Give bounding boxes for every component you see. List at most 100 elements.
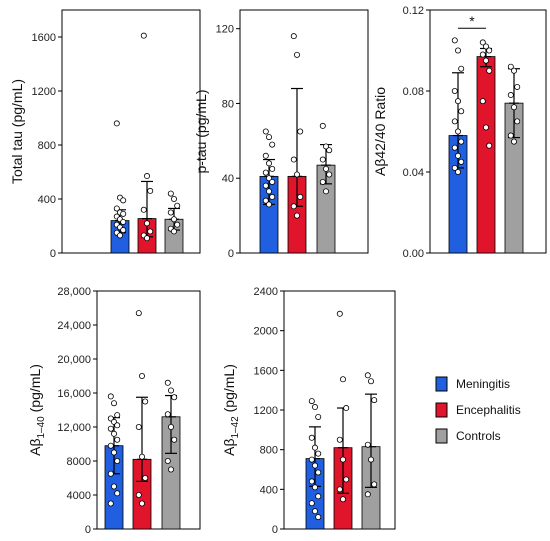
- data-point: [111, 483, 118, 490]
- data-point: [308, 456, 315, 463]
- data-point: [142, 474, 149, 481]
- data-point: [147, 228, 154, 235]
- legend-swatch-encephalitis: [435, 402, 448, 418]
- data-point: [311, 484, 318, 491]
- y-tick-label: 20,000: [57, 354, 91, 366]
- data-point: [147, 187, 154, 194]
- data-point: [507, 132, 514, 139]
- data-point: [454, 98, 461, 105]
- data-point: [174, 202, 181, 209]
- data-point: [451, 118, 458, 125]
- data-point: [458, 138, 465, 145]
- data-point: [308, 500, 315, 507]
- data-point: [265, 175, 272, 182]
- data-point: [265, 134, 272, 141]
- data-point: [308, 478, 315, 485]
- data-point: [451, 164, 458, 171]
- data-point: [167, 387, 174, 394]
- y-axis-label: Aβ42/40 Ratio: [372, 87, 388, 176]
- data-point: [339, 496, 346, 503]
- data-point: [143, 173, 150, 180]
- data-point: [143, 220, 150, 227]
- data-point: [311, 444, 318, 451]
- data-point: [269, 193, 276, 200]
- data-point: [311, 462, 318, 469]
- legend: Meningitis Encephalitis Controls: [435, 376, 521, 444]
- data-point: [111, 449, 118, 456]
- data-point: [486, 47, 493, 54]
- data-point: [479, 98, 486, 105]
- data-point: [486, 142, 493, 149]
- y-tick-label: 0: [228, 248, 234, 260]
- data-point: [113, 205, 120, 212]
- data-point: [293, 212, 300, 219]
- data-point: [114, 436, 121, 443]
- data-point: [486, 67, 493, 74]
- data-point: [111, 430, 118, 437]
- data-point: [339, 376, 346, 383]
- data-point: [120, 197, 127, 204]
- data-point: [319, 178, 326, 185]
- data-point: [107, 442, 114, 449]
- data-point: [343, 476, 350, 483]
- data-point: [479, 51, 486, 58]
- data-point: [507, 92, 514, 99]
- data-point: [114, 412, 121, 419]
- y-tick-label: 28,000: [57, 286, 91, 298]
- data-point: [262, 152, 269, 159]
- data-point: [290, 33, 297, 40]
- data-point: [336, 486, 343, 493]
- data-point: [269, 165, 276, 172]
- data-point: [164, 457, 171, 464]
- data-point: [265, 201, 272, 208]
- data-point: [364, 491, 371, 498]
- data-point: [107, 393, 114, 400]
- data-point: [322, 143, 329, 150]
- data-point: [322, 188, 329, 195]
- data-point: [174, 221, 181, 228]
- data-point: [167, 423, 174, 430]
- data-point: [458, 65, 465, 72]
- data-point: [120, 210, 127, 217]
- data-point: [262, 169, 269, 176]
- data-point: [482, 57, 489, 64]
- data-point: [114, 490, 121, 497]
- y-tick-label: 16,000: [57, 388, 91, 400]
- y-tick-label: 400: [38, 194, 56, 206]
- significance-star: *: [469, 13, 475, 29]
- data-point: [315, 413, 322, 420]
- data-point: [315, 450, 322, 457]
- y-tick-label: 2400: [254, 286, 278, 298]
- y-tick-label: 12,000: [57, 422, 91, 434]
- data-point: [308, 434, 315, 441]
- data-point: [371, 397, 378, 404]
- data-point: [262, 128, 269, 135]
- data-point: [326, 147, 333, 154]
- data-point: [113, 120, 120, 127]
- data-point: [308, 398, 315, 405]
- data-point: [138, 500, 145, 507]
- data-point: [371, 481, 378, 488]
- data-point: [290, 203, 297, 210]
- chart-panel-1: 0 400 800 1200 1600 Total tau (pg/mL): [9, 9, 201, 260]
- data-point: [319, 156, 326, 163]
- data-point: [170, 228, 177, 235]
- y-tick-label: 1600: [254, 365, 278, 377]
- y-tick-label: 80: [222, 98, 234, 110]
- data-point: [167, 209, 174, 216]
- data-point: [170, 216, 177, 223]
- y-tick-label: 24,000: [57, 320, 91, 332]
- data-point: [507, 63, 514, 70]
- y-tick-label: 4000: [67, 490, 91, 502]
- data-point: [454, 128, 461, 135]
- data-point: [117, 232, 124, 239]
- y-axis-label: Aβ1–40 (pg/mL): [27, 364, 47, 456]
- data-point: [336, 310, 343, 317]
- y-tick-label: 0: [272, 524, 278, 536]
- data-point: [510, 104, 517, 111]
- y-tick-label: 0.08: [403, 86, 424, 98]
- data-point: [479, 39, 486, 46]
- legend-label-controls: Controls: [456, 429, 501, 443]
- y-tick-label: 0.04: [403, 167, 424, 179]
